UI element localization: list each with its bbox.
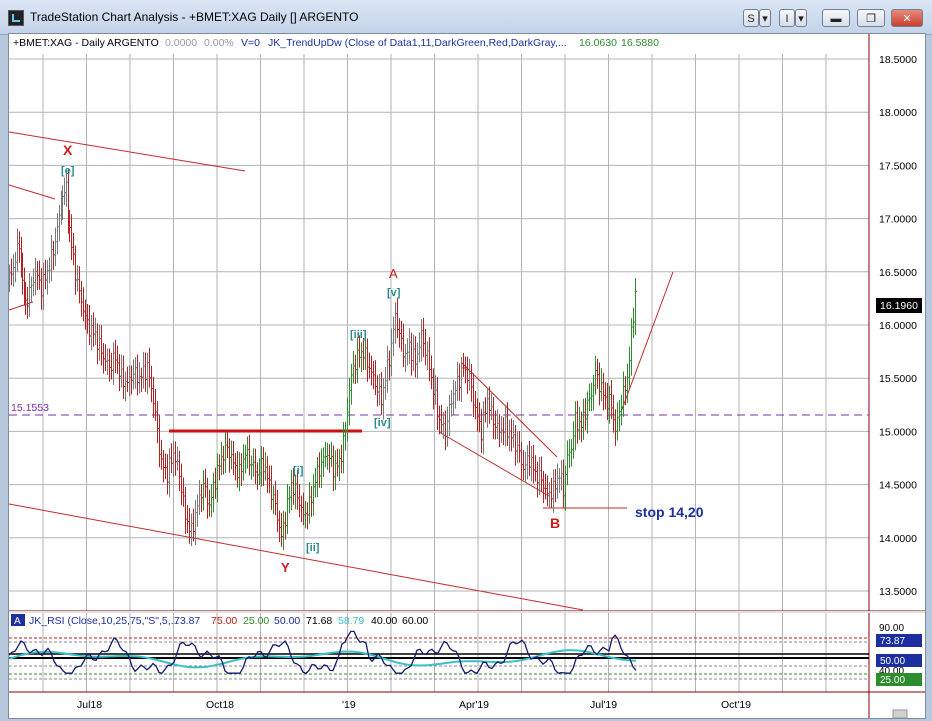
wave-x-label: X — [63, 142, 73, 158]
price-tick-3: 17.0000 — [879, 214, 917, 226]
trendlines[interactable] — [9, 131, 674, 611]
time-label-oct19: Oct'19 — [721, 699, 751, 711]
i-dropdown-icon[interactable]: ▾ — [795, 9, 807, 27]
close-icon[interactable]: ✕ — [891, 9, 923, 27]
change-pct: 0.00% — [204, 37, 234, 49]
s-dropdown-icon[interactable]: ▾ — [759, 9, 771, 27]
rsi-axis-90: 90.00 — [879, 623, 904, 634]
rsi-value-6: 58.79 — [338, 615, 364, 627]
price-tick-1: 18.0000 — [879, 107, 917, 119]
rsi-value-5: 71.68 — [306, 615, 332, 627]
rsi-badge-label: A — [14, 616, 21, 627]
rsi-value-3: 25.00 — [243, 615, 269, 627]
wave-a-label: A — [389, 266, 398, 281]
rsi-panel-badge[interactable] — [11, 614, 25, 626]
indicator-value-1: 16.0630 — [579, 37, 617, 49]
price-tick-8: 14.5000 — [879, 480, 917, 492]
channel-upper-line[interactable] — [460, 361, 558, 458]
rsi-line[interactable] — [9, 630, 637, 675]
rsi-axis-40: 40.00 — [879, 666, 904, 677]
price-tick-5: 16.0000 — [879, 320, 917, 332]
tradestation-app-icon[interactable] — [8, 10, 24, 26]
title-bar[interactable]: TradeStation Chart Analysis - +BMET:XAG … — [0, 0, 932, 35]
price-tick-9: 14.0000 — [879, 533, 917, 545]
rsi-badge-7387 — [876, 634, 922, 647]
rising-trendline[interactable] — [620, 271, 674, 413]
rsi-value-8: 60.00 — [402, 615, 428, 627]
wave-b-label: B — [550, 515, 560, 531]
price-tick-7: 15.0000 — [879, 426, 917, 438]
short-trendline[interactable] — [9, 184, 56, 200]
time-label-19: '19 — [342, 699, 356, 711]
lower-trendline[interactable] — [9, 503, 584, 611]
rsi-title: JK_RSI (Close,10,25,75,"S",5,... — [29, 615, 179, 627]
window-title: TradeStation Chart Analysis - +BMET:XAG … — [30, 10, 359, 24]
symbol-label: +BMET:XAG - Daily — [13, 37, 106, 49]
indicator-label: JK_TrendUpDw (Close of Data1,11,DarkGree… — [268, 37, 567, 49]
rsi-axis-25: 25.00 — [880, 675, 905, 686]
last-price-value: 16.1960 — [880, 300, 918, 312]
wave-ii-label: [ii] — [306, 542, 320, 554]
price-bars[interactable] — [9, 169, 638, 551]
scroll-grip[interactable] — [892, 709, 908, 718]
wave-v-label: [v] — [387, 287, 401, 299]
rsi-level-lines — [9, 637, 869, 680]
volume-label: V=0 — [241, 37, 260, 49]
time-label-jul19: Jul'19 — [590, 699, 617, 711]
symbol-name: ARGENTO — [107, 37, 159, 49]
change-value: 0.0000 — [165, 37, 197, 49]
price-tick-10: 13.5000 — [879, 586, 917, 598]
indicator-value-2: 16.5880 — [621, 37, 659, 49]
i-button[interactable]: I — [779, 9, 795, 27]
restore-icon[interactable]: ❐ — [857, 9, 885, 27]
price-tick-4: 16.5000 — [879, 267, 917, 279]
wave-y-label: Y — [281, 560, 290, 575]
rsi-axis-7387: 73.87 — [880, 636, 905, 647]
rsi-badge-50 — [876, 654, 922, 667]
dashed-level-label: 15.1553 — [11, 402, 49, 414]
rsi-value-1: 73.87 — [174, 615, 200, 627]
chart-svg[interactable]: +BMET:XAG - Daily ARGENTO 0.0000 0.00% V… — [9, 34, 925, 718]
stop-annotation: stop 14,20 — [635, 504, 704, 520]
rsi-value-4: 50.00 — [274, 615, 300, 627]
channel-lower-line[interactable] — [438, 431, 550, 497]
wave-e-label: [e] — [61, 165, 75, 177]
rsi-value-2: 75.00 — [211, 615, 237, 627]
wave-iv-label: [iv] — [374, 417, 391, 429]
rsi-axis-50: 50.00 — [880, 656, 905, 667]
wave-i-label: [i] — [293, 465, 304, 477]
s-button[interactable]: S — [743, 9, 759, 27]
price-tick-6: 15.5000 — [879, 373, 917, 385]
time-label-oct18: Oct18 — [206, 699, 234, 711]
rsi-value-7: 40.00 — [371, 615, 397, 627]
last-price-badge — [876, 298, 922, 313]
minimize-icon[interactable]: ▬ — [822, 9, 850, 27]
price-tick-2: 17.5000 — [879, 160, 917, 172]
time-label-apr19: Apr'19 — [459, 699, 489, 711]
rsi-badge-25 — [876, 673, 922, 686]
wave-iii-label: [iii] — [350, 329, 367, 341]
upper-trendline[interactable] — [9, 131, 246, 172]
chart-area[interactable]: +BMET:XAG - Daily ARGENTO 0.0000 0.00% V… — [8, 33, 926, 719]
price-tick-0: 18.5000 — [879, 54, 917, 66]
time-label-jul18: Jul18 — [77, 699, 102, 711]
rsi-moving-average[interactable] — [9, 649, 637, 669]
